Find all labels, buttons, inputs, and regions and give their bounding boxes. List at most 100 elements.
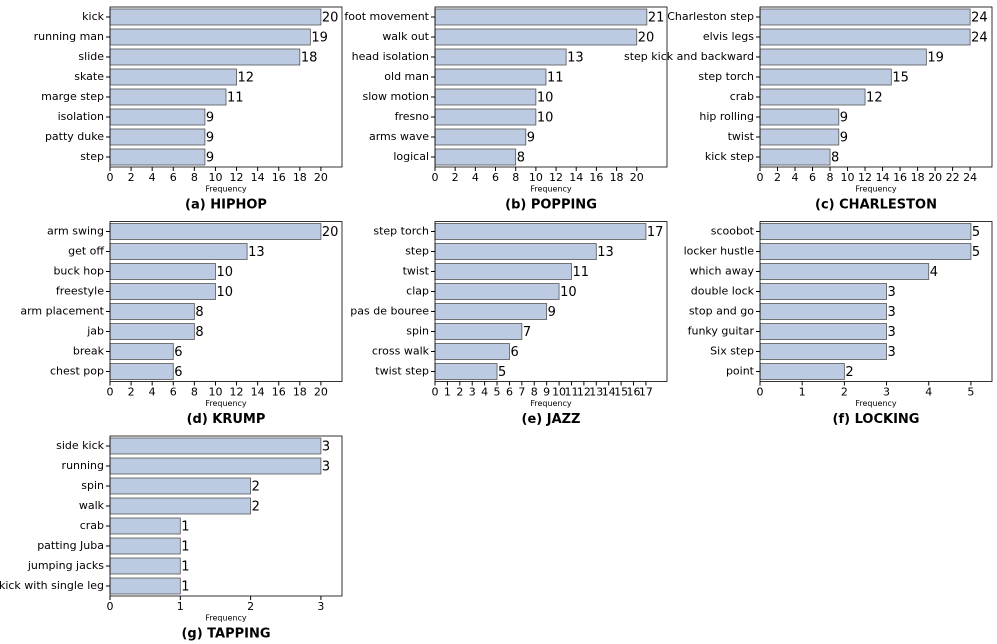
bar xyxy=(759,343,887,360)
y-tick-label: jumping jacks xyxy=(27,559,104,572)
data-label: 10 xyxy=(216,285,233,300)
x-axis-label: Frequency xyxy=(855,399,897,408)
y-tick-label: which away xyxy=(689,265,754,278)
x-tick-label: 10 xyxy=(208,386,222,399)
y-tick-label: break xyxy=(73,345,105,358)
bar xyxy=(759,88,866,106)
bar xyxy=(759,323,887,340)
x-tick-label: 18 xyxy=(610,171,624,184)
y-tick-label: logical xyxy=(393,150,429,163)
x-tick-label: 20 xyxy=(314,386,328,399)
data-label: 12 xyxy=(238,71,255,86)
bar xyxy=(109,48,301,66)
data-label: 5 xyxy=(972,225,980,240)
axes-frame xyxy=(434,6,668,168)
y-tick-label: step xyxy=(80,150,104,163)
x-tick-label: 18 xyxy=(293,171,307,184)
x-tick-label: 0 xyxy=(432,171,439,184)
y-tick-label: spin xyxy=(406,325,429,338)
y-tick-label: arm placement xyxy=(20,305,104,318)
y-tick-label: slow motion xyxy=(362,90,429,103)
bar xyxy=(109,263,216,280)
data-label: 11 xyxy=(572,265,589,280)
data-label: 3 xyxy=(888,285,896,300)
bar xyxy=(434,343,510,360)
y-tick-label: step torch xyxy=(373,225,429,238)
y-tick-label: chest pop xyxy=(50,365,104,378)
axes-frame xyxy=(109,221,343,382)
bar xyxy=(109,28,311,46)
data-label: 5 xyxy=(498,365,506,380)
data-label: 8 xyxy=(831,151,839,166)
y-tick-label: twist xyxy=(728,130,755,143)
x-tick-label: 14 xyxy=(602,386,616,399)
subplot-title: (b) POPPING xyxy=(505,198,597,213)
x-tick-label: 7 xyxy=(518,386,525,399)
subplot-title: (c) CHARLESTON xyxy=(815,198,937,213)
bar xyxy=(434,223,647,240)
x-tick-label: 8 xyxy=(827,171,834,184)
x-axis-label: Frequency xyxy=(530,185,572,194)
x-tick-label: 6 xyxy=(492,171,499,184)
data-label: 20 xyxy=(322,225,339,240)
bar xyxy=(109,283,216,300)
data-label: 24 xyxy=(971,11,988,26)
subplot-title: (e) JAZZ xyxy=(522,412,581,427)
x-tick-label: 5 xyxy=(967,386,974,399)
data-label: 13 xyxy=(567,51,584,66)
data-label: 8 xyxy=(195,305,203,320)
bar xyxy=(759,363,845,380)
axes-frame xyxy=(759,6,993,168)
x-tick-label: 15 xyxy=(614,386,628,399)
y-tick-label: running xyxy=(62,459,104,472)
y-tick-label: locker hustle xyxy=(684,245,755,258)
bar xyxy=(109,8,322,26)
x-tick-label: 16 xyxy=(272,171,286,184)
x-tick-label: 12 xyxy=(549,171,563,184)
y-tick-label: cross walk xyxy=(372,345,430,358)
subplot-title: (g) TAPPING xyxy=(181,627,270,642)
bar xyxy=(434,8,648,26)
x-tick-label: 0 xyxy=(107,171,114,184)
data-label: 10 xyxy=(560,285,577,300)
bar xyxy=(759,283,887,300)
x-tick-label: 8 xyxy=(191,171,198,184)
data-label: 3 xyxy=(888,305,896,320)
subplot-title: (a) HIPHOP xyxy=(185,198,267,213)
subplot-title: (d) KRUMP xyxy=(187,412,266,427)
y-tick-label: point xyxy=(726,365,755,378)
y-tick-label: running man xyxy=(34,30,104,43)
y-tick-label: funky guitar xyxy=(688,325,755,338)
bar xyxy=(434,323,523,340)
data-label: 19 xyxy=(927,51,944,66)
data-label: 11 xyxy=(547,71,564,86)
y-tick-label: walk xyxy=(79,499,105,512)
data-label: 1 xyxy=(181,540,189,555)
y-tick-label: spin xyxy=(81,479,104,492)
x-tick-label: 12 xyxy=(230,171,244,184)
bar xyxy=(434,243,597,260)
x-tick-label: 8 xyxy=(531,386,538,399)
x-tick-label: 0 xyxy=(107,600,114,613)
y-tick-label: arm swing xyxy=(47,225,104,238)
bar xyxy=(759,128,840,146)
y-tick-label: kick with single leg xyxy=(0,579,104,592)
data-label: 9 xyxy=(527,131,535,146)
data-label: 3 xyxy=(322,440,330,455)
x-tick-label: 10 xyxy=(552,386,566,399)
bar xyxy=(759,243,972,260)
x-tick-label: 14 xyxy=(251,386,265,399)
data-label: 17 xyxy=(647,225,664,240)
y-tick-label: twist xyxy=(403,265,430,278)
y-tick-label: kick xyxy=(82,10,104,23)
x-tick-label: 14 xyxy=(876,171,890,184)
x-tick-label: 14 xyxy=(569,171,583,184)
y-tick-label: step kick and backward xyxy=(624,50,754,63)
bar xyxy=(759,68,892,86)
x-tick-label: 2 xyxy=(247,600,254,613)
x-tick-label: 9 xyxy=(543,386,550,399)
bar xyxy=(434,283,560,300)
y-tick-label: Six step xyxy=(710,345,754,358)
y-tick-label: elvis legs xyxy=(703,30,754,43)
